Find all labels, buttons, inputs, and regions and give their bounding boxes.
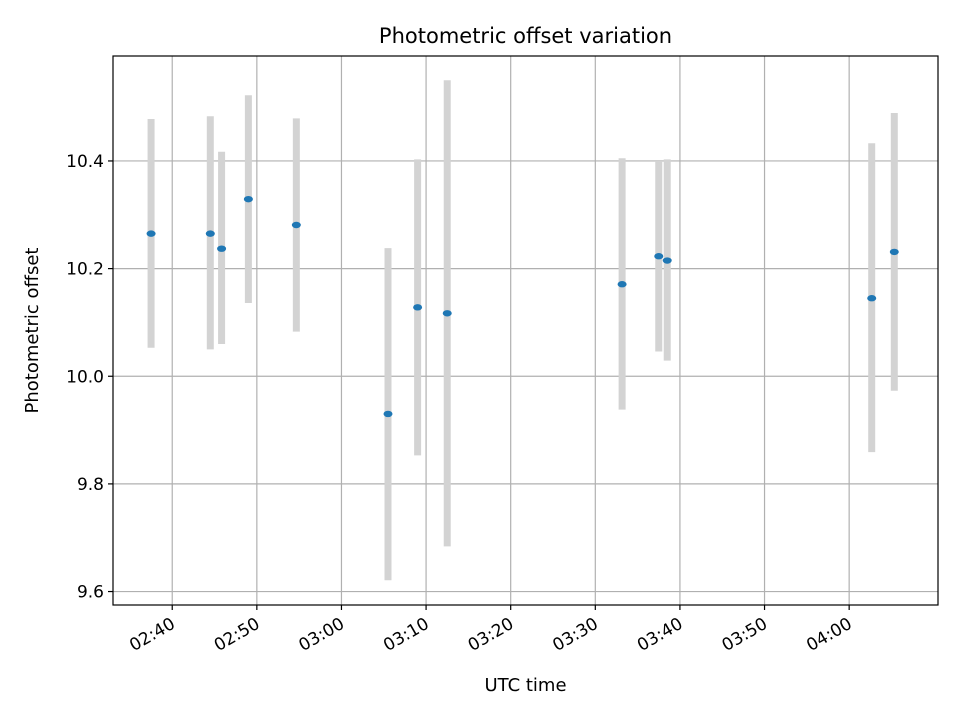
- data-point: [146, 230, 156, 237]
- data-points: [146, 195, 899, 418]
- y-axis-label: Photometric offset: [22, 248, 43, 414]
- data-point: [205, 230, 215, 237]
- x-axis-label: UTC time: [484, 675, 566, 696]
- data-point: [217, 245, 227, 252]
- chart-title: Photometric offset variation: [379, 24, 672, 48]
- grid: [113, 56, 938, 605]
- data-point: [442, 310, 452, 317]
- y-tick-label: 10.2: [66, 260, 104, 280]
- y-tick-label: 10.4: [66, 152, 104, 172]
- data-point: [383, 410, 393, 418]
- data-point: [291, 221, 301, 229]
- data-point: [243, 195, 253, 203]
- data-point: [889, 248, 899, 256]
- data-point: [617, 281, 627, 288]
- data-point: [867, 295, 877, 302]
- y-tick-label: 10.0: [66, 367, 104, 387]
- y-axis-ticks: 9.6 9.8 10.0 10.2 10.4: [66, 152, 113, 603]
- plot-frame: [112, 55, 939, 606]
- y-tick-label: 9.6: [77, 583, 104, 603]
- y-tick-label: 9.8: [77, 475, 104, 495]
- data-point: [662, 257, 672, 264]
- data-point: [413, 304, 423, 311]
- data-point: [654, 253, 664, 260]
